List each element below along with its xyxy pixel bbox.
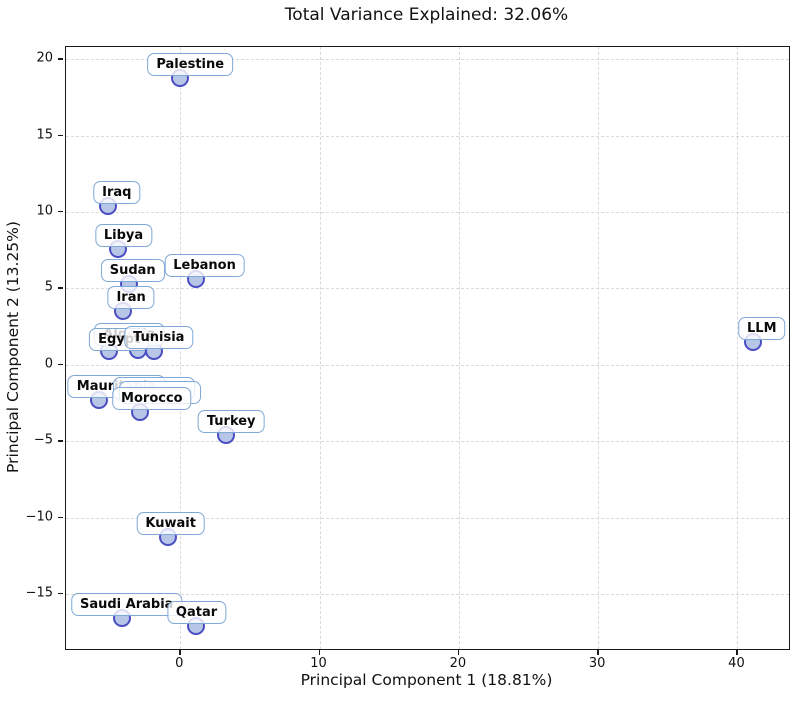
- x-tick-mark: [318, 650, 320, 655]
- point-label-morocco: Morocco: [112, 387, 192, 411]
- x-gridline: [737, 47, 739, 649]
- y-gridline: [66, 517, 789, 519]
- y-tick-mark: [58, 211, 63, 213]
- y-tick-label: −5: [33, 432, 53, 448]
- y-tick-mark: [58, 287, 63, 289]
- x-gridline: [458, 47, 460, 649]
- y-gridline: [66, 593, 789, 595]
- point-label-iraq: Iraq: [93, 180, 141, 204]
- y-tick-mark: [58, 592, 63, 595]
- x-tick-label: 10: [310, 656, 327, 671]
- point-label-tunisia: Tunisia: [124, 326, 194, 350]
- point-label-iran: Iran: [107, 286, 155, 310]
- y-gridline: [66, 364, 789, 366]
- y-tick-label: 20: [36, 50, 53, 66]
- y-tick-label: 15: [36, 127, 53, 143]
- point-label-lebanon: Lebanon: [164, 254, 245, 278]
- y-gridline: [66, 288, 789, 290]
- x-gridline: [319, 47, 321, 649]
- x-tick-label: 0: [175, 656, 184, 671]
- point-label-qatar: Qatar: [166, 601, 227, 625]
- x-tick-mark: [179, 650, 181, 655]
- y-gridline: [66, 441, 789, 443]
- chart-title: Total Variance Explained: 32.06%: [284, 5, 569, 25]
- y-tick-label: −10: [25, 509, 53, 525]
- point-label-kuwait: Kuwait: [136, 512, 205, 536]
- y-axis-label: Principal Component 2 (13.25%): [4, 221, 22, 473]
- x-tick-mark: [457, 650, 460, 655]
- x-tick-label: 30: [588, 656, 606, 671]
- x-tick-mark: [597, 650, 599, 655]
- y-tick-label: 0: [44, 356, 53, 372]
- point-label-llm: LLM: [738, 316, 786, 340]
- y-tick-mark: [58, 58, 63, 60]
- y-gridline: [66, 59, 789, 61]
- y-tick-label: 10: [36, 203, 53, 219]
- point-label-palestine: Palestine: [147, 52, 234, 76]
- y-tick-mark: [58, 440, 63, 442]
- x-axis-label: Principal Component 1 (18.81%): [300, 671, 553, 689]
- y-gridline: [66, 135, 789, 137]
- x-tick-mark: [736, 650, 738, 655]
- point-label-saudi-arabia: Saudi Arabia: [70, 593, 183, 617]
- x-tick-label: 40: [728, 656, 745, 671]
- y-gridline: [66, 212, 789, 213]
- point-label-turkey: Turkey: [197, 410, 265, 434]
- y-tick-mark: [58, 363, 63, 366]
- y-tick-mark: [58, 134, 63, 136]
- y-tick-mark: [58, 516, 63, 518]
- plot-area: MauritaniaAlgeriaEgyptTunisiaSudanIranPa…: [65, 46, 790, 650]
- point-label-libya: Libya: [94, 223, 153, 247]
- x-gridline: [598, 47, 600, 649]
- y-tick-label: −15: [25, 585, 53, 601]
- point-label-sudan: Sudan: [100, 258, 165, 282]
- y-tick-label: 5: [44, 279, 53, 295]
- x-tick-label: 20: [449, 656, 467, 671]
